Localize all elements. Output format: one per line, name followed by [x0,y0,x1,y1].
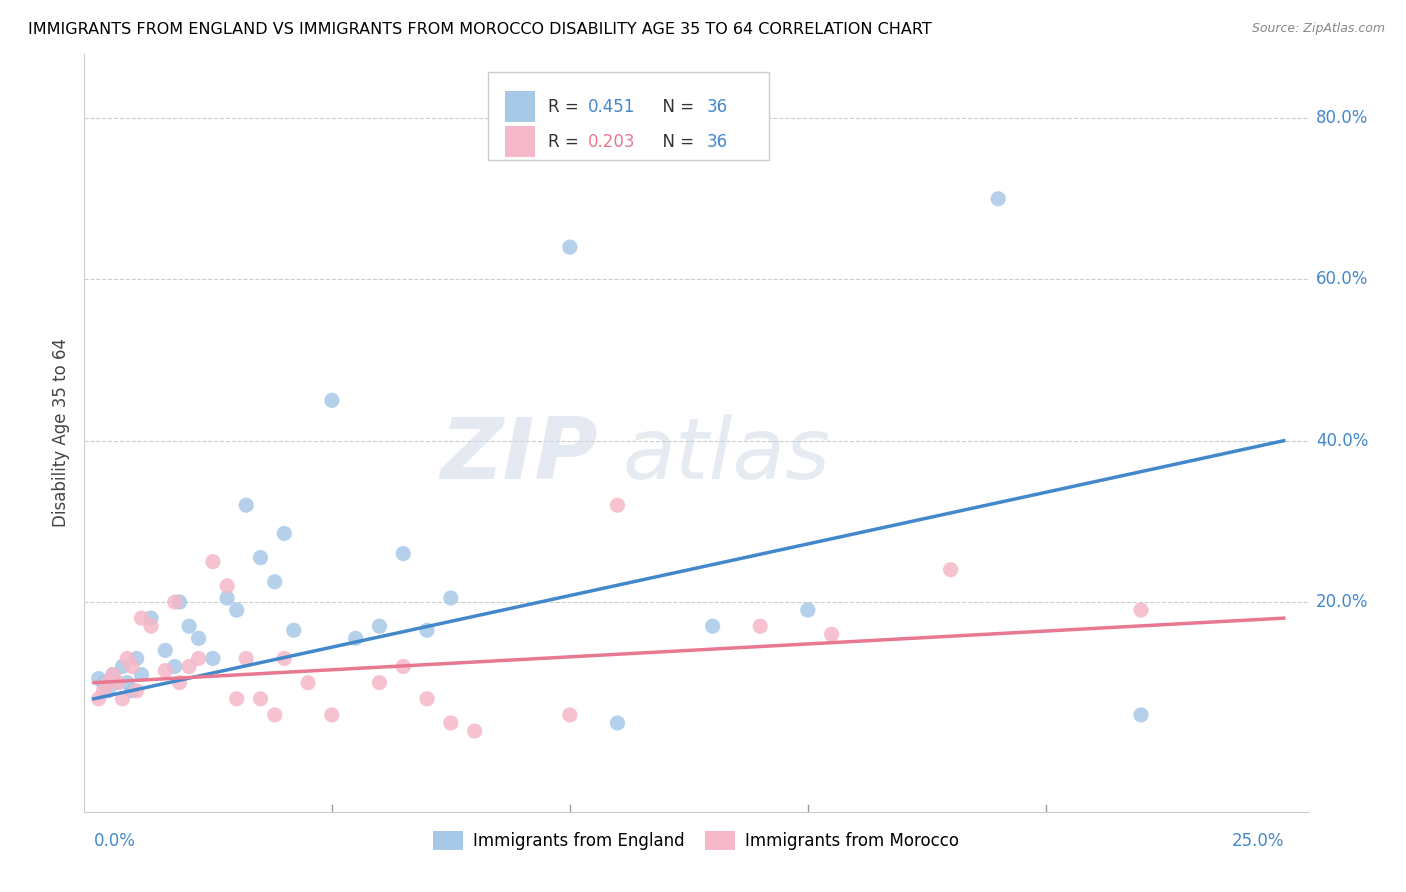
Point [177,659,200,673]
Point [820,627,842,641]
Text: R =: R = [548,133,583,151]
Point [115,651,138,665]
Point [368,675,391,690]
Point [201,555,224,569]
Point [1130,707,1153,722]
Point [321,707,343,722]
Point [111,691,134,706]
Text: 0.203: 0.203 [588,133,636,151]
Point [131,667,153,681]
Point [163,595,186,609]
Text: 80.0%: 80.0% [1316,109,1368,127]
Point [101,667,124,681]
Point [139,619,162,633]
Text: IMMIGRANTS FROM ENGLAND VS IMMIGRANTS FROM MOROCCO DISABILITY AGE 35 TO 64 CORRE: IMMIGRANTS FROM ENGLAND VS IMMIGRANTS FR… [28,22,932,37]
Point [464,724,486,739]
Point [125,683,148,698]
Point [702,619,724,633]
Point [749,619,772,633]
Text: 60.0%: 60.0% [1316,270,1368,288]
Point [344,632,367,646]
Point [235,651,257,665]
Point [169,595,191,609]
Point [225,691,247,706]
Point [87,691,110,706]
FancyBboxPatch shape [505,91,534,122]
Point [987,192,1010,206]
Point [115,675,138,690]
Point [187,632,209,646]
Point [97,675,120,690]
Text: N =: N = [652,97,699,116]
Point [155,643,177,657]
Point [101,667,124,681]
Point [249,691,271,706]
Point [217,579,239,593]
Point [939,563,962,577]
Point [416,624,439,638]
Point [87,672,110,686]
Point [263,574,285,589]
Legend: Immigrants from England, Immigrants from Morocco: Immigrants from England, Immigrants from… [423,821,969,860]
FancyBboxPatch shape [505,126,534,158]
Point [235,498,257,512]
Point [225,603,247,617]
Point [558,240,581,254]
Text: 40.0%: 40.0% [1316,432,1368,450]
Point [416,691,439,706]
Text: ZIP: ZIP [440,414,598,497]
Text: 25.0%: 25.0% [1232,832,1284,850]
Point [606,716,628,731]
Text: 20.0%: 20.0% [1316,593,1368,611]
Text: 36: 36 [707,97,728,116]
Point [121,659,143,673]
Text: Source: ZipAtlas.com: Source: ZipAtlas.com [1251,22,1385,36]
Point [558,707,581,722]
Point [249,550,271,565]
Text: 36: 36 [707,133,728,151]
Point [93,675,115,690]
Point [273,651,295,665]
Point [131,611,153,625]
Point [107,675,129,690]
Point [111,659,134,673]
Text: N =: N = [652,133,699,151]
Point [155,664,177,678]
Point [139,611,162,625]
Text: R =: R = [548,97,583,116]
FancyBboxPatch shape [488,72,769,160]
Point [121,683,143,698]
Point [125,651,148,665]
Point [1130,603,1153,617]
Point [273,526,295,541]
Point [392,659,415,673]
Text: 0.0%: 0.0% [94,832,136,850]
Text: 0.451: 0.451 [588,97,636,116]
Point [163,659,186,673]
Point [217,591,239,605]
Point [606,498,628,512]
Point [187,651,209,665]
Point [392,547,415,561]
Point [263,707,285,722]
Point [440,716,463,731]
Text: atlas: atlas [623,414,831,497]
Point [283,624,305,638]
Point [297,675,319,690]
Point [368,619,391,633]
Point [177,619,200,633]
Point [97,683,120,698]
Point [321,393,343,408]
Point [440,591,463,605]
Y-axis label: Disability Age 35 to 64: Disability Age 35 to 64 [52,338,70,527]
Point [107,675,129,690]
Point [797,603,820,617]
Point [93,683,115,698]
Point [201,651,224,665]
Point [169,675,191,690]
